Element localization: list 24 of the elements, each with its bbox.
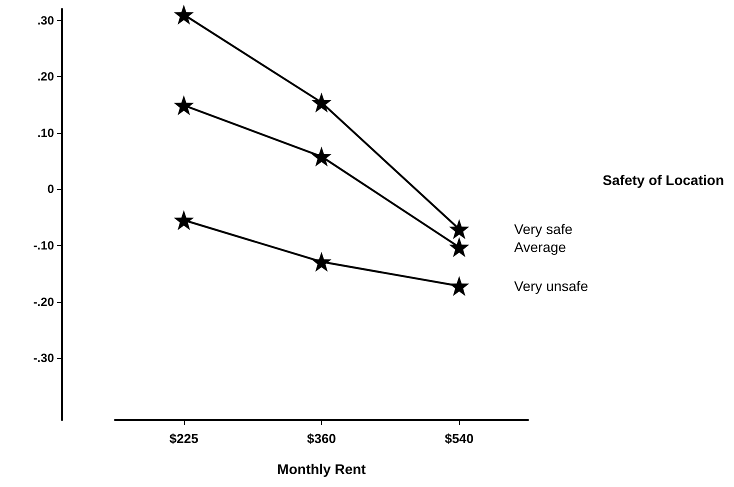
y-tick-label: .30 — [37, 13, 54, 28]
point — [449, 237, 470, 258]
point — [449, 276, 470, 296]
text: Very safe — [514, 221, 573, 238]
x-tick-label: $540 — [444, 431, 474, 446]
point — [312, 146, 332, 167]
y-tick-label: 0 — [47, 182, 54, 196]
text: Very unsafe — [514, 278, 588, 294]
y-tick-label: .20 — [37, 70, 54, 84]
y-tick-label: -.20 — [33, 294, 54, 309]
point — [174, 4, 194, 25]
point — [174, 95, 194, 116]
text: Average — [514, 239, 566, 256]
x-tick-label: $360 — [307, 431, 336, 446]
point — [312, 92, 332, 112]
point — [174, 210, 194, 230]
legend-title: Safety of Location — [602, 172, 724, 188]
y-tick-label: .10 — [37, 126, 54, 140]
x-axis-title: Monthly Rent — [277, 461, 366, 477]
y-tick-label: -.30 — [33, 351, 54, 366]
point — [312, 252, 332, 272]
y-tick-label: -.10 — [33, 238, 54, 252]
point — [449, 219, 470, 240]
x-tick-label: $225 — [169, 431, 198, 446]
